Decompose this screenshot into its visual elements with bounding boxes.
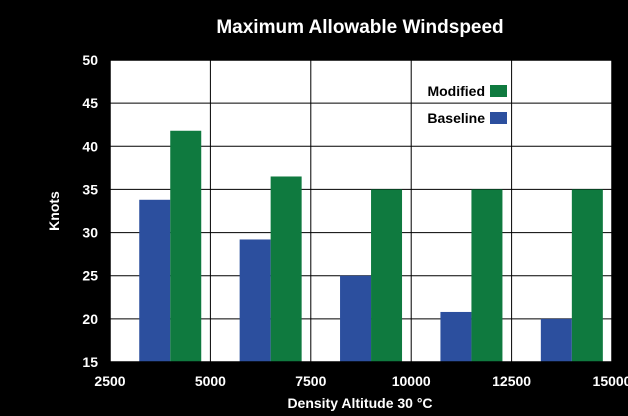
y-tick-labels: 15 20 25 30 35 40 45 50 (82, 52, 98, 370)
bar-baseline-11500 (440, 311, 472, 362)
x-tick-labels: 2500 5000 7500 10000 12500 15000 (94, 373, 628, 389)
bar-baseline-14000 (540, 318, 572, 362)
bar-baseline-4000 (139, 199, 171, 362)
plot-border (109, 59, 613, 363)
y-tick-30: 30 (82, 225, 98, 241)
bar-modified-4000 (170, 130, 202, 362)
legend-swatch-baseline (490, 112, 507, 124)
y-tick-45: 45 (82, 95, 98, 111)
y-tick-15: 15 (82, 354, 98, 370)
y-tick-25: 25 (82, 268, 98, 284)
bar-modified-11500 (471, 189, 503, 362)
chart-title: Maximum Allowable Windspeed (216, 17, 503, 38)
bars (139, 130, 603, 362)
y-tick-20: 20 (82, 311, 98, 327)
y-tick-35: 35 (82, 181, 98, 197)
legend-label-baseline: Baseline (427, 110, 485, 126)
legend-swatch-modified (490, 85, 507, 97)
x-tick-5000: 5000 (195, 373, 226, 389)
y-tick-40: 40 (82, 138, 98, 154)
y-axis-label: Knots (46, 191, 62, 231)
x-tick-10000: 10000 (392, 373, 431, 389)
bar-baseline-6500 (239, 239, 271, 362)
bar-baseline-9000 (340, 275, 372, 362)
x-tick-7500: 7500 (295, 373, 326, 389)
legend: Modified Baseline (427, 83, 507, 126)
bar-modified-14000 (571, 189, 603, 362)
y-tick-50: 50 (82, 52, 98, 68)
legend-label-modified: Modified (427, 83, 485, 99)
x-tick-2500: 2500 (94, 373, 125, 389)
x-axis-label: Density Altitude 30 °C (287, 395, 432, 411)
x-tick-12500: 12500 (492, 373, 531, 389)
bar-modified-6500 (270, 176, 302, 362)
x-tick-15000: 15000 (593, 373, 628, 389)
bar-modified-9000 (371, 189, 403, 362)
